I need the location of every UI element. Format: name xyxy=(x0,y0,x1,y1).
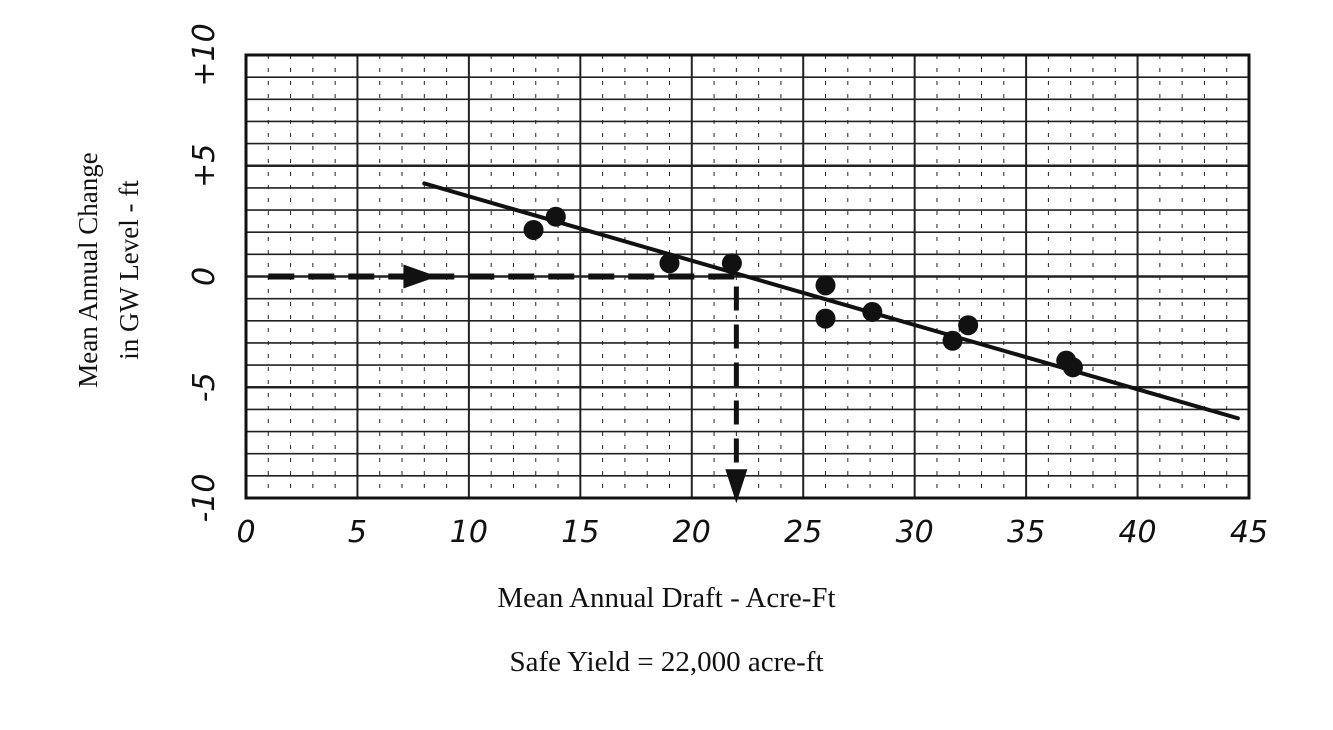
y-tick-label: -5 xyxy=(187,372,222,402)
data-point xyxy=(942,330,963,351)
data-point xyxy=(1062,357,1083,378)
y-axis-label-line-1: Mean Annual Change xyxy=(73,152,103,387)
data-point xyxy=(958,315,979,336)
x-tick-label: 10 xyxy=(450,515,488,550)
data-point xyxy=(815,308,836,329)
data-point xyxy=(523,219,544,240)
safe-yield-guide xyxy=(268,264,748,504)
x-tick-label: 5 xyxy=(348,515,367,550)
y-tick-label: -10 xyxy=(187,474,222,523)
y-tick-labels: +10 +5 0 -5 -10 xyxy=(187,23,222,522)
plot-frame xyxy=(244,53,1251,500)
x-tick-label: 20 xyxy=(673,515,711,550)
y-tick-label: +5 xyxy=(187,144,222,188)
data-point xyxy=(862,301,883,322)
x-tick-label: 30 xyxy=(896,515,934,550)
data-point xyxy=(659,253,680,274)
data-point xyxy=(815,275,836,296)
guide-arrow-right xyxy=(403,264,438,289)
data-points xyxy=(523,206,1083,378)
data-point xyxy=(545,206,566,227)
x-tick-label: 15 xyxy=(561,515,599,550)
y-tick-label: +10 xyxy=(187,23,222,86)
data-point xyxy=(721,253,742,274)
guide-arrow-down xyxy=(725,469,748,504)
y-axis-label-line-2: in GW Level - ft xyxy=(114,180,144,360)
x-tick-label: 40 xyxy=(1118,515,1156,550)
x-tick-label: 35 xyxy=(1007,515,1045,550)
x-tick-label: 45 xyxy=(1230,515,1268,550)
x-tick-label: 0 xyxy=(236,515,255,550)
x-tick-label: 25 xyxy=(784,515,822,550)
safe-yield-caption: Safe Yield = 22,000 acre-ft xyxy=(509,646,824,678)
y-tick-label: 0 xyxy=(187,267,222,286)
x-tick-labels: 0 5 10 15 20 25 30 35 40 45 xyxy=(236,515,1268,550)
x-axis-label: Mean Annual Draft - Acre-Ft xyxy=(497,582,836,614)
